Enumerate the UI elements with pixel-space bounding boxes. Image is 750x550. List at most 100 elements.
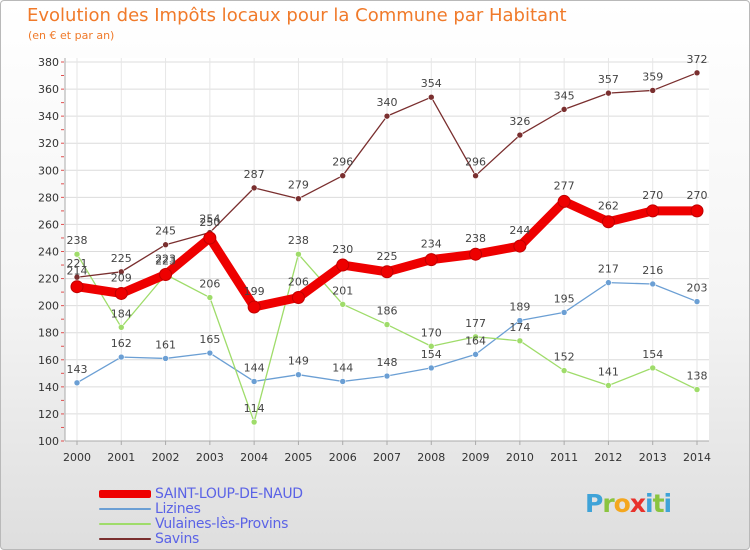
x-tick-label: 2011 (550, 451, 578, 464)
logo-letter: x (629, 489, 646, 518)
data-point (247, 300, 261, 314)
data-point (336, 258, 350, 272)
data-point (295, 371, 302, 378)
data-point (469, 247, 483, 261)
data-label: 279 (288, 179, 309, 192)
data-label: 354 (421, 77, 442, 90)
y-tick-label: 280 (38, 191, 59, 204)
y-tick-label: 300 (38, 164, 59, 177)
data-point (693, 298, 701, 305)
y-tick-label: 100 (38, 435, 59, 448)
data-label: 195 (554, 292, 575, 305)
y-tick-label: 360 (38, 83, 59, 96)
y-tick-label: 200 (38, 300, 59, 313)
data-point (339, 172, 347, 179)
x-tick-label: 2009 (462, 451, 490, 464)
x-tick-label: 2003 (196, 451, 224, 464)
data-label: 206 (288, 276, 309, 289)
data-point (162, 355, 169, 362)
data-label: 234 (421, 238, 442, 251)
data-label: 296 (465, 156, 486, 169)
x-tick-label: 2001 (107, 451, 135, 464)
logo-letter: t (652, 489, 665, 518)
data-label: 340 (377, 96, 398, 109)
y-tick-label: 240 (38, 246, 59, 259)
data-point (203, 231, 217, 245)
data-label: 372 (687, 53, 708, 66)
data-label: 152 (554, 351, 575, 364)
data-label: 357 (598, 73, 619, 86)
data-label: 250 (199, 216, 220, 229)
chart-subtitle: (en € et par an) (28, 29, 115, 42)
data-point (427, 93, 435, 101)
x-tick-label: 2005 (284, 451, 312, 464)
legend-swatch (99, 523, 151, 525)
data-label: 174 (509, 321, 530, 334)
data-point (560, 309, 568, 316)
data-label: 186 (377, 305, 398, 318)
x-tick-label: 2010 (506, 451, 534, 464)
chart-title: Evolution des Impôts locaux pour la Comm… (27, 5, 567, 26)
data-point (383, 112, 391, 120)
data-label: 184 (111, 307, 132, 320)
x-tick-label: 2006 (329, 451, 357, 464)
x-tick-label: 2004 (240, 451, 268, 464)
y-tick-label: 380 (38, 56, 59, 69)
x-tick-label: 2002 (152, 451, 180, 464)
data-label: 270 (687, 189, 708, 202)
data-point (690, 204, 704, 218)
logo-letter: r (602, 489, 614, 518)
legend-swatch (99, 490, 151, 498)
data-point (339, 300, 347, 308)
logo-letter: o (613, 489, 631, 518)
data-point (649, 280, 657, 288)
y-tick-label: 120 (38, 408, 59, 421)
data-point (295, 195, 302, 203)
data-point (427, 342, 435, 350)
data-label: 223 (155, 253, 176, 266)
data-point (649, 364, 657, 372)
y-tick-label: 220 (38, 273, 59, 286)
legend-label: Vulaines-lès-Provins (155, 516, 289, 532)
legend-swatch (99, 508, 151, 510)
data-label: 203 (687, 282, 708, 295)
data-point (70, 280, 84, 294)
data-point (557, 194, 571, 208)
data-label: 262 (598, 200, 619, 213)
data-point (693, 69, 701, 77)
data-label: 141 (598, 366, 619, 379)
x-tick-label: 2014 (683, 451, 711, 464)
data-point (605, 89, 612, 97)
y-tick-label: 320 (38, 137, 59, 150)
data-point (472, 333, 479, 341)
data-point (383, 321, 391, 328)
data-point (250, 378, 258, 385)
data-point (516, 337, 524, 345)
data-point (295, 250, 302, 258)
legend-label: SAINT-LOUP-DE-NAUD (155, 486, 303, 502)
data-point (605, 382, 612, 389)
data-label: 238 (288, 234, 309, 247)
data-point (693, 386, 701, 393)
data-label: 199 (244, 285, 265, 298)
data-point (513, 239, 527, 253)
y-tick-label: 140 (38, 381, 59, 394)
logo-letter: i (663, 489, 673, 518)
data-label: 238 (67, 234, 88, 247)
data-point (649, 87, 657, 94)
data-point (605, 279, 612, 286)
data-label: 164 (465, 334, 486, 347)
data-point (73, 379, 81, 387)
data-label: 144 (244, 361, 265, 374)
data-label: 223 (155, 255, 176, 268)
data-point (206, 294, 214, 301)
data-point (560, 367, 568, 374)
data-point (560, 106, 568, 113)
data-label: 225 (111, 252, 132, 265)
data-label: 162 (111, 337, 132, 350)
data-point (601, 215, 615, 229)
data-label: 148 (377, 356, 398, 369)
data-label: 209 (111, 271, 132, 284)
data-label: 189 (509, 301, 530, 314)
